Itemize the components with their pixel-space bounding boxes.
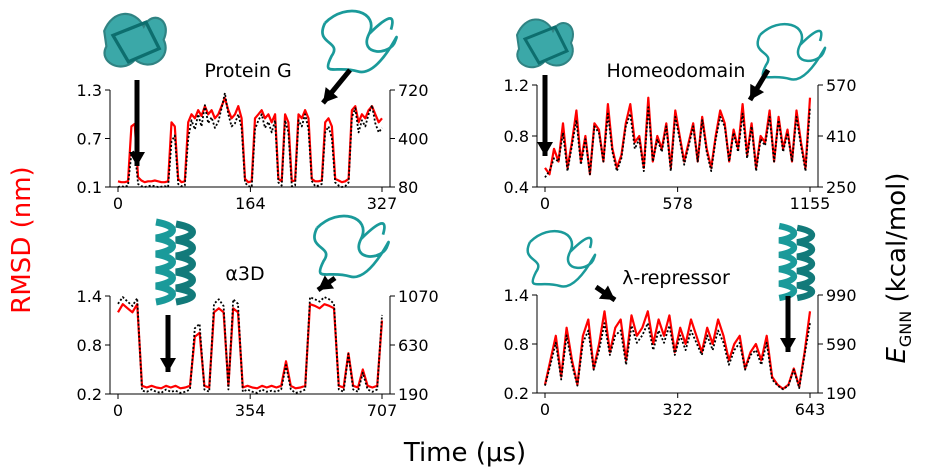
y-tick-label-right: 400 xyxy=(398,130,429,149)
energy-line xyxy=(117,92,383,188)
x-tick-label: 0 xyxy=(540,194,550,213)
y-tick-label-right: 590 xyxy=(826,335,857,354)
structure-homeodomain-unfolded xyxy=(756,22,827,81)
arrow-head xyxy=(129,152,145,166)
structure-protein-g-folded xyxy=(103,12,167,68)
arrow-protein-g-unfolded xyxy=(321,68,352,105)
y-tick-label-left: 0.8 xyxy=(504,127,529,146)
left-ylabel: RMSD (nm) xyxy=(7,166,37,313)
y-tick-label-right: 630 xyxy=(398,336,429,355)
helix-a xyxy=(155,218,176,306)
fold-strand xyxy=(110,20,162,64)
panel-protein-g: 0 164 327 0.1 0.7 1.3 80 400 720 Protein G xyxy=(77,60,429,213)
y-tick-label-right: 410 xyxy=(826,127,857,146)
y-tick-label-right: 720 xyxy=(398,81,429,100)
panel-title: Homeodomain xyxy=(607,60,746,82)
fold-strand xyxy=(522,25,570,65)
arrow-head xyxy=(323,87,339,103)
x-tick-label: 578 xyxy=(662,194,693,213)
y-tick-label-right: 1070 xyxy=(398,287,439,306)
arrow-a3d-unfolded xyxy=(316,275,337,293)
right-ylabel: EGNN (kcal/mol) xyxy=(882,172,915,363)
coil xyxy=(526,229,597,288)
y-tick-label-left: 0.8 xyxy=(504,335,529,354)
arrow-a3d-folded xyxy=(160,315,176,372)
rmsd-line xyxy=(117,97,383,184)
panel-title: α3D xyxy=(225,263,264,285)
arrow-homeodomain-folded xyxy=(537,75,553,156)
energy-line xyxy=(544,106,811,178)
x-tick-label: 164 xyxy=(235,194,266,213)
x-tick-label: 0 xyxy=(540,400,550,419)
arrow-head xyxy=(598,285,615,300)
y-tick-label-right: 570 xyxy=(826,76,857,95)
y-tick-label-left: 0.2 xyxy=(504,384,529,403)
arrow-head xyxy=(537,142,553,156)
y-tick-label-left: 0.8 xyxy=(77,336,102,355)
arrow-head xyxy=(318,275,335,290)
y-tick-label-right: 190 xyxy=(826,384,857,403)
y-tick-label-right: 190 xyxy=(398,385,429,404)
rmsd-line xyxy=(543,310,812,390)
panel-title: λ-repressor xyxy=(622,267,730,289)
arrow-protein-g-folded xyxy=(129,80,145,166)
x-tick-label: 643 xyxy=(795,400,826,419)
arrow-lambda-unfolded xyxy=(594,284,617,303)
panel-homeodomain: 0 578 1155 0.4 0.8 1.2 250 410 570 Homeodomain xyxy=(504,60,857,213)
x-tick-label: 354 xyxy=(235,401,266,420)
y-tick-label-left: 0.7 xyxy=(77,130,102,149)
arrow-lambda-folded xyxy=(780,296,796,352)
y-tick-label-left: 1.3 xyxy=(77,81,102,100)
y-tick-label-right: 250 xyxy=(826,178,857,197)
y-tick-label-right: 990 xyxy=(826,286,857,305)
structure-homeodomain-folded xyxy=(515,18,574,69)
structure-protein-g-unfolded xyxy=(321,9,398,74)
helix-b xyxy=(796,224,816,302)
arrow-homeodomain-unfolded xyxy=(747,68,771,102)
coil xyxy=(313,214,390,279)
x-tick-label: 0 xyxy=(113,401,123,420)
helix-a xyxy=(778,222,798,302)
y-tick-label-left: 1.4 xyxy=(77,287,102,306)
rmsd-line xyxy=(544,96,812,176)
x-tick-label: 322 xyxy=(662,400,693,419)
structure-a3d-unfolded xyxy=(313,214,390,279)
y-tick-label-right: 80 xyxy=(398,178,418,197)
x-tick-label: 707 xyxy=(367,401,398,420)
x-axis-title: Time (μs) xyxy=(403,438,526,468)
arrow-head xyxy=(160,358,176,372)
panel-lambda-repressor: 0 322 643 0.2 0.8 1.4 190 590 990 λ-repressor xyxy=(504,267,857,419)
y-tick-label-left: 1.2 xyxy=(504,76,529,95)
y-tick-label-left: 0.4 xyxy=(504,178,529,197)
panel-title: Protein G xyxy=(204,60,291,82)
helix-b xyxy=(175,220,196,306)
rmsd-line xyxy=(117,303,384,390)
arrow-head xyxy=(780,338,796,352)
coil xyxy=(321,9,398,74)
x-tick-label: 1155 xyxy=(790,194,831,213)
x-tick-label: 0 xyxy=(113,194,123,213)
structure-a3d-folded xyxy=(155,218,196,306)
arrow-head xyxy=(750,83,765,100)
energy-line xyxy=(544,322,811,391)
y-tick-label-left: 1.4 xyxy=(504,286,529,305)
y-tick-label-left: 0.2 xyxy=(77,385,102,404)
energy-line xyxy=(117,296,383,394)
structure-lambda-folded xyxy=(778,222,816,302)
coil xyxy=(756,22,827,81)
x-tick-label: 327 xyxy=(367,194,398,213)
structure-lambda-unfolded xyxy=(526,229,597,288)
panel-a3d: 0 354 707 0.2 0.8 1.4 190 630 1070 α3D xyxy=(77,263,439,420)
y-tick-label-left: 0.1 xyxy=(77,178,102,197)
